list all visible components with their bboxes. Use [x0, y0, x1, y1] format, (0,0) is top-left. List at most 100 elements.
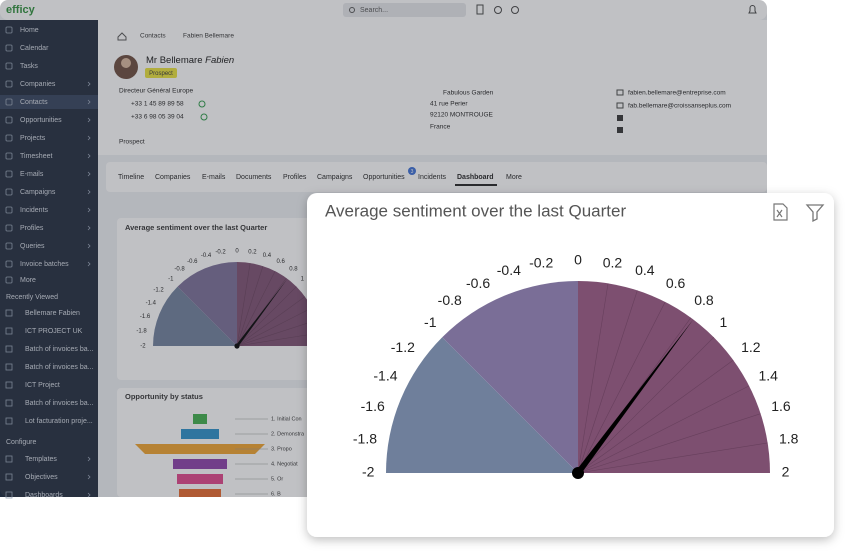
- recent-item[interactable]: Batch of invoices ba...: [25, 400, 94, 407]
- mail-icon: [616, 102, 624, 109]
- nav-item[interactable]: Templates: [25, 456, 57, 463]
- nav-item[interactable]: Invoice batches: [20, 261, 69, 268]
- topbar-icon[interactable]: [494, 6, 502, 14]
- gauge-band: [386, 337, 578, 473]
- mobile: +33 6 98 05 39 04: [131, 114, 184, 121]
- badge-text: Prospect: [149, 71, 173, 77]
- export-excel-icon[interactable]: [773, 203, 788, 221]
- recent-item[interactable]: Bellemare Fabien: [25, 310, 80, 317]
- tab[interactable]: Dashboard: [457, 174, 494, 181]
- linkedin-icon[interactable]: [617, 115, 623, 121]
- tab[interactable]: Campaigns: [317, 174, 353, 181]
- whatsapp-icon[interactable]: [200, 113, 208, 121]
- nav-item[interactable]: Profiles: [20, 225, 44, 232]
- gauge-tick-label: -1.2: [391, 339, 415, 355]
- nav-item[interactable]: Tasks: [20, 63, 38, 70]
- nav-item[interactable]: More: [20, 277, 36, 284]
- tab[interactable]: Profiles: [283, 174, 307, 181]
- status: Prospect: [119, 139, 145, 146]
- nav-icon: [5, 491, 13, 499]
- email[interactable]: fabien.bellemare@entreprise.com: [628, 90, 726, 97]
- nav-icon: [5, 188, 13, 196]
- nav-item[interactable]: Objectives: [25, 474, 58, 481]
- gauge-tick-label: 0.4: [635, 262, 655, 278]
- gauge-tick-label: 0.2: [248, 250, 257, 256]
- nav-item[interactable]: Campaigns: [20, 189, 56, 196]
- chevron: [87, 261, 91, 267]
- tab[interactable]: Timeline: [118, 174, 144, 181]
- search-box[interactable]: [343, 3, 466, 17]
- gauge-tick-line: [236, 262, 251, 347]
- gauge-tick-label: -0.2: [215, 250, 226, 256]
- nav-item[interactable]: Companies: [20, 81, 56, 88]
- tab[interactable]: E-mails: [202, 174, 226, 181]
- gauge-tick-label: -1.2: [153, 288, 164, 294]
- tab[interactable]: Incidents: [418, 174, 447, 181]
- gauge-tick-line: [577, 385, 750, 474]
- tab[interactable]: More: [506, 174, 522, 181]
- nav-item[interactable]: Dashboards: [25, 492, 63, 499]
- breadcrumb[interactable]: Contacts: [140, 33, 166, 40]
- nav-item[interactable]: E-mails: [20, 171, 44, 178]
- search-icon: [349, 7, 355, 13]
- tab[interactable]: Documents: [236, 174, 272, 181]
- gauge-tick-label: 1.2: [741, 339, 761, 355]
- funnel-segment: [193, 414, 207, 424]
- nav-icon: [5, 455, 13, 463]
- facebook-icon[interactable]: [617, 127, 623, 133]
- filter-icon[interactable]: [805, 204, 825, 223]
- recent-icon: [5, 363, 13, 371]
- tab[interactable]: Opportunities: [363, 174, 405, 181]
- recent-item[interactable]: ICT Project: [25, 382, 60, 389]
- nav-item[interactable]: Queries: [20, 243, 45, 250]
- chevron: [87, 135, 91, 141]
- gauge-tick-label: -1.8: [136, 329, 147, 335]
- funnel-segment: [135, 444, 265, 454]
- nav-item[interactable]: Incidents: [20, 207, 49, 214]
- gauge-tick-label: 1: [301, 276, 305, 282]
- recent-item[interactable]: Batch of invoices ba...: [25, 346, 94, 353]
- gauge-tick-label: -0.4: [497, 262, 521, 278]
- tab-badge-text: 3: [411, 169, 414, 175]
- home-icon[interactable]: [117, 32, 127, 41]
- nav-item[interactable]: Opportunities: [20, 117, 62, 124]
- gauge-tick-line: [236, 332, 321, 347]
- bell-icon[interactable]: [748, 5, 757, 14]
- gauge-needle: [575, 319, 694, 475]
- nav-icon: [5, 276, 13, 284]
- tab[interactable]: Companies: [155, 174, 191, 181]
- nav-icon: [5, 116, 13, 124]
- chevron: [87, 243, 91, 249]
- funnel: [135, 414, 265, 497]
- chevron: [87, 456, 91, 462]
- nav-icon: [5, 152, 13, 160]
- nav-item[interactable]: Calendar: [20, 45, 49, 52]
- gauge-band: [153, 286, 237, 346]
- funnel-label: 3. Propo: [271, 446, 292, 452]
- recent-item[interactable]: Batch of invoices ba...: [25, 364, 94, 371]
- funnel-label: 4. Negotiat: [271, 461, 298, 467]
- needle-hub: [572, 467, 584, 479]
- recent-item[interactable]: Lot facturation proje...: [25, 418, 93, 425]
- topbar-icon[interactable]: [476, 4, 484, 15]
- nav-item[interactable]: Projects: [20, 135, 46, 142]
- funnel-segment: [173, 459, 227, 469]
- email[interactable]: fab.bellemare@croissanseplus.com: [628, 103, 731, 110]
- gauge-tick-label: -0.2: [529, 254, 553, 270]
- chevron: [87, 189, 91, 195]
- funnel-label: 6. B: [271, 491, 281, 497]
- nav-item[interactable]: Timesheet: [20, 153, 52, 160]
- recent-item[interactable]: ICT PROJECT UK: [25, 328, 83, 335]
- company[interactable]: Fabulous Garden: [443, 90, 494, 97]
- gauge-tick-label: -0.8: [174, 267, 185, 273]
- whatsapp-icon[interactable]: [198, 100, 206, 108]
- topbar-icon[interactable]: [511, 6, 519, 14]
- chart-title: Average sentiment over the last Quarter: [325, 201, 626, 220]
- nav-item[interactable]: Home: [20, 27, 39, 34]
- funnel-label: 5. Or: [271, 476, 283, 482]
- gauge-tick-line: [577, 359, 734, 474]
- gauge-tick-line: [577, 413, 761, 474]
- gauge-tick-label: -1: [168, 276, 174, 282]
- nav-item[interactable]: Contacts: [20, 99, 48, 106]
